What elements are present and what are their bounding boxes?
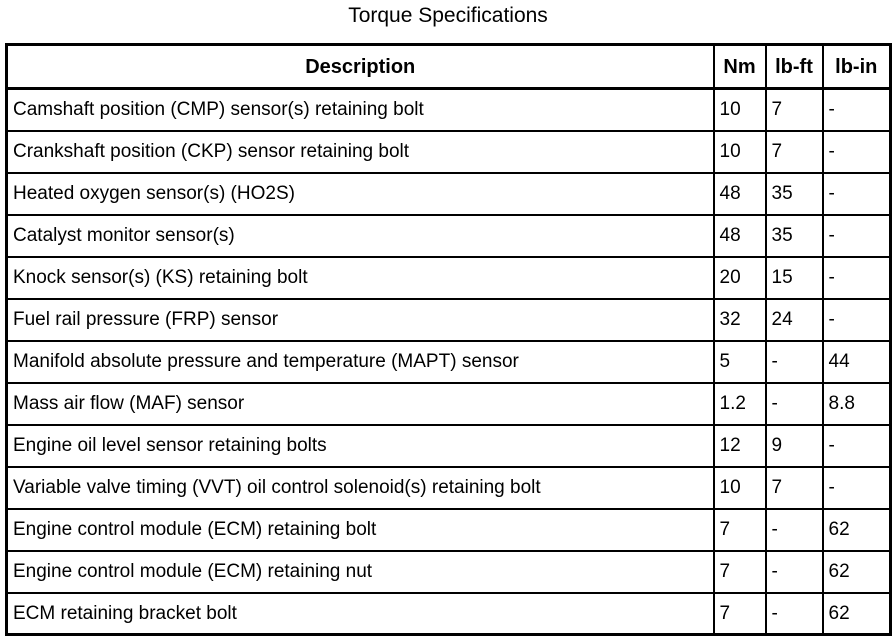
cell-lb-in: 44	[821, 339, 892, 384]
cell-description: Engine control module (ECM) retaining bo…	[5, 507, 715, 552]
column-header-nm: Nm	[712, 43, 767, 90]
cell-description: Engine oil level sensor retaining bolts	[5, 423, 715, 468]
cell-nm: 48	[712, 171, 767, 216]
cell-lb-ft: 15	[764, 255, 824, 300]
cell-lb-in: -	[821, 213, 892, 258]
cell-lb-ft: -	[764, 591, 824, 636]
cell-lb-in: 62	[821, 591, 892, 636]
cell-nm: 7	[712, 507, 767, 552]
page-title: Torque Specifications	[348, 4, 548, 27]
table-row: Engine oil level sensor retaining bolts 1…	[5, 423, 892, 468]
cell-lb-in: -	[821, 87, 892, 132]
cell-nm: 5	[712, 339, 767, 384]
cell-lb-in: -	[821, 171, 892, 216]
column-header-description: Description	[5, 43, 715, 90]
cell-description: Mass air flow (MAF) sensor	[5, 381, 715, 426]
table-row: Camshaft position (CMP) sensor(s) retain…	[5, 87, 892, 132]
cell-description: Fuel rail pressure (FRP) sensor	[5, 297, 715, 342]
cell-description: Engine control module (ECM) retaining nu…	[5, 549, 715, 594]
torque-specifications-table: Description Nm lb-ft lb-in Camshaft posi…	[5, 43, 892, 636]
table-body: Camshaft position (CMP) sensor(s) retain…	[5, 87, 892, 636]
table-row: Fuel rail pressure (FRP) sensor 32 24-	[5, 297, 892, 342]
cell-lb-ft: -	[764, 381, 824, 426]
cell-lb-ft: 24	[764, 297, 824, 342]
cell-lb-ft: -	[764, 339, 824, 384]
cell-description: Knock sensor(s) (KS) retaining bolt	[5, 255, 715, 300]
cell-lb-in: -	[821, 129, 892, 174]
cell-nm: 10	[712, 87, 767, 132]
cell-description: Catalyst monitor sensor(s)	[5, 213, 715, 258]
table-row: Heated oxygen sensor(s) (HO2S) 48 35-	[5, 171, 892, 216]
table-row: Engine control module (ECM) retaining bo…	[5, 507, 892, 552]
cell-nm: 10	[712, 465, 767, 510]
cell-nm: 10	[712, 129, 767, 174]
column-header-lb-ft: lb-ft	[764, 43, 824, 90]
cell-lb-in: -	[821, 297, 892, 342]
table-row: Catalyst monitor sensor(s) 48 35-	[5, 213, 892, 258]
table-row: Variable valve timing (VVT) oil control …	[5, 465, 892, 510]
cell-lb-in: -	[821, 465, 892, 510]
cell-lb-ft: 35	[764, 171, 824, 216]
cell-lb-ft: 7	[764, 129, 824, 174]
cell-lb-in: 8.8	[821, 381, 892, 426]
table-row: Knock sensor(s) (KS) retaining bolt 20 15-	[5, 255, 892, 300]
cell-nm: 7	[712, 549, 767, 594]
cell-nm: 32	[712, 297, 767, 342]
cell-description: Manifold absolute pressure and temperatu…	[5, 339, 715, 384]
cell-nm: 12	[712, 423, 767, 468]
cell-nm: 20	[712, 255, 767, 300]
cell-description: ECM retaining bracket bolt	[5, 591, 715, 636]
table-header: Description Nm lb-ft lb-in	[5, 43, 892, 90]
cell-lb-ft: 35	[764, 213, 824, 258]
cell-lb-ft: 7	[764, 465, 824, 510]
table-header-row: Description Nm lb-ft lb-in	[5, 43, 892, 90]
table-row: ECM retaining bracket bolt 7-62	[5, 591, 892, 636]
cell-description: Crankshaft position (CKP) sensor retaini…	[5, 129, 715, 174]
cell-nm: 7	[712, 591, 767, 636]
cell-description: Heated oxygen sensor(s) (HO2S)	[5, 171, 715, 216]
cell-description: Variable valve timing (VVT) oil control …	[5, 465, 715, 510]
cell-lb-in: 62	[821, 549, 892, 594]
table-row: Mass air flow (MAF) sensor 1.2-8.8	[5, 381, 892, 426]
cell-nm: 1.2	[712, 381, 767, 426]
table-row: Crankshaft position (CKP) sensor retaini…	[5, 129, 892, 174]
cell-lb-ft: -	[764, 549, 824, 594]
cell-nm: 48	[712, 213, 767, 258]
cell-lb-ft: 9	[764, 423, 824, 468]
table-row: Manifold absolute pressure and temperatu…	[5, 339, 892, 384]
cell-lb-in: -	[821, 423, 892, 468]
cell-lb-in: 62	[821, 507, 892, 552]
column-header-lb-in: lb-in	[821, 43, 892, 90]
cell-lb-ft: 7	[764, 87, 824, 132]
cell-lb-ft: -	[764, 507, 824, 552]
cell-description: Camshaft position (CMP) sensor(s) retain…	[5, 87, 715, 132]
cell-lb-in: -	[821, 255, 892, 300]
table-row: Engine control module (ECM) retaining nu…	[5, 549, 892, 594]
